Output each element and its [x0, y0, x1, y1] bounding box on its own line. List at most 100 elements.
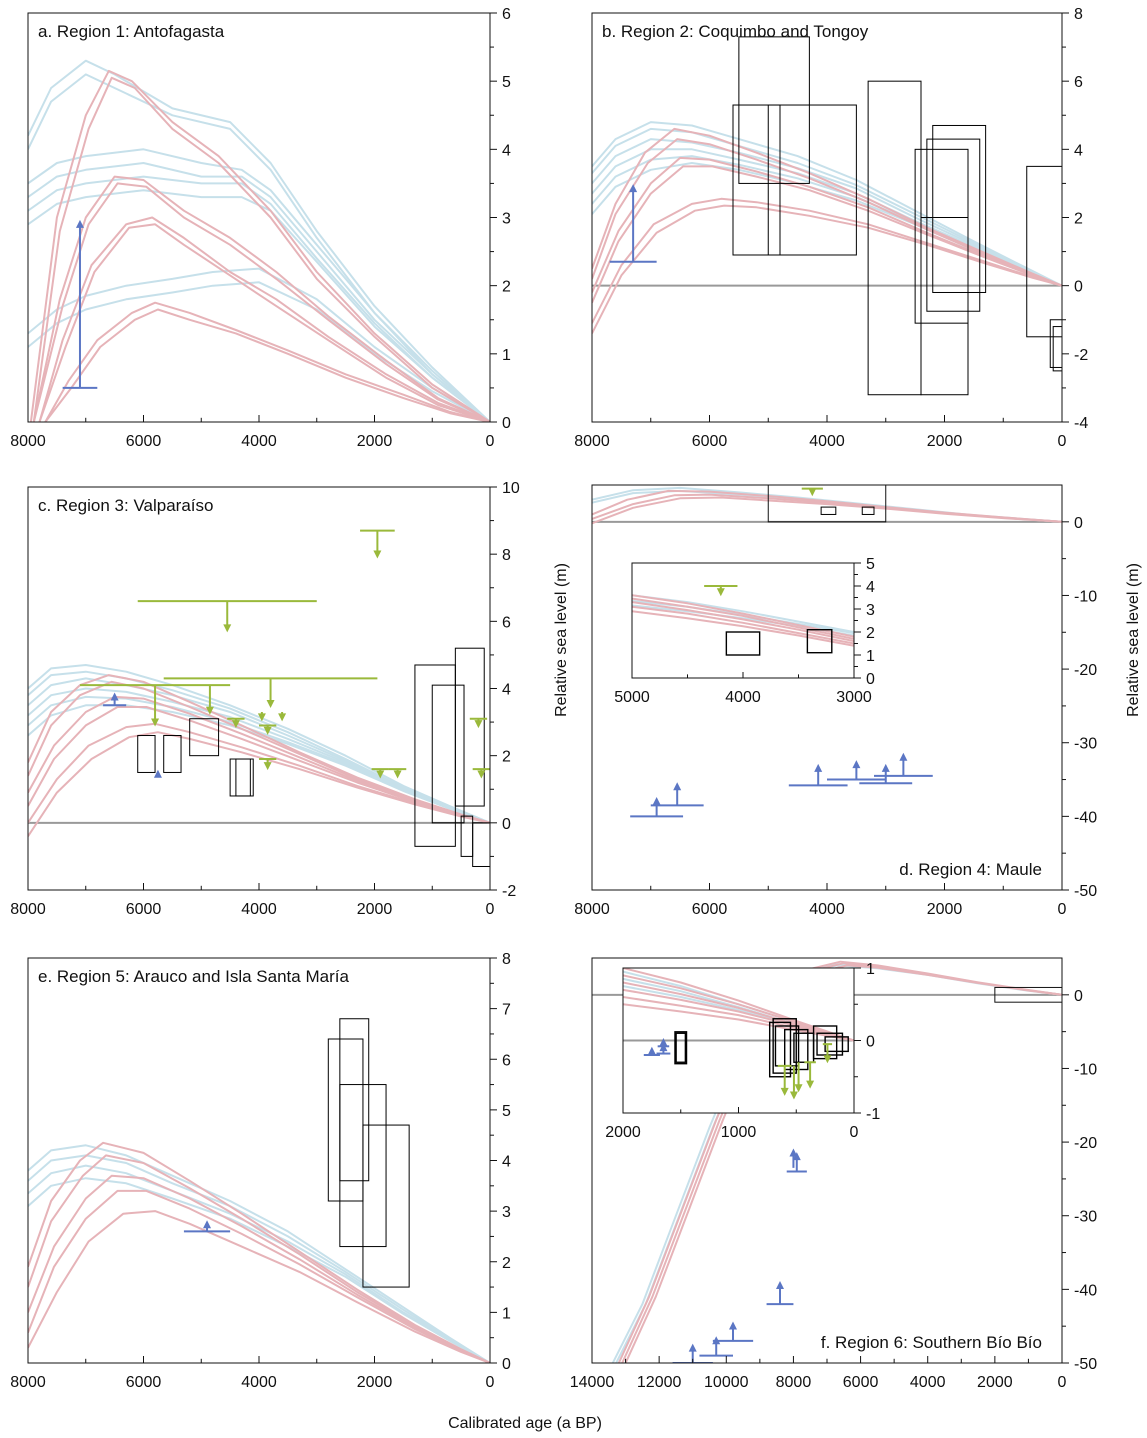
inset-model-curve-red	[632, 597, 854, 640]
y-tick-label: 1	[866, 961, 875, 978]
sea-level-index-box	[820, 506, 837, 515]
model-curve-red	[32, 76, 490, 422]
terrestrial-limiting-arrowhead	[823, 1055, 832, 1064]
panel-d: 8000 6000 4000 2000 0 -50 -40 -30 -20 -10 0 d. Regi…	[574, 484, 1097, 918]
model-curve-red	[592, 204, 1062, 334]
sea-level-index-box	[229, 758, 251, 797]
y-tick-label: 2	[1074, 211, 1083, 228]
marine-limiting-arrowhead	[75, 219, 84, 228]
x-tick-label: 4000	[910, 1374, 946, 1391]
x-tick-label: 0	[486, 901, 495, 918]
model-curve-red	[32, 182, 490, 422]
model-curve-red	[44, 301, 490, 422]
marine-limiting-arrowhead	[203, 1220, 212, 1229]
x-tick-label: 4000	[809, 901, 845, 918]
sea-level-index-box	[738, 36, 810, 184]
marine-limiting-arrowhead	[652, 796, 661, 805]
y-tick-label: 8	[502, 951, 511, 968]
x-tick-label: 6000	[843, 1374, 879, 1391]
terrestrial-limiting-arrowhead	[794, 1084, 803, 1093]
x-axis-label: Calibrated age (a BP)	[448, 1415, 602, 1432]
x-tick-label: 8000	[776, 1374, 812, 1391]
y-tick-label: 0	[502, 1356, 511, 1373]
model-curve-red	[28, 731, 490, 837]
terrestrial-limiting-arrowhead	[231, 720, 240, 729]
panel-title: b. Region 2: Coquimbo and Tongoy	[602, 22, 869, 41]
y-tick-label: 0	[866, 1034, 875, 1051]
panel-b: 8000 6000 4000 2000 0 -4 -2 0 2 4 6 8 b. Region 2: C…	[574, 6, 1088, 450]
sea-level-index-box	[163, 735, 182, 773]
y-tick-label: 0	[866, 671, 875, 688]
plot-frame	[591, 484, 1063, 891]
terrestrial-limiting-arrowhead	[780, 1087, 789, 1096]
model-curve-red	[28, 1154, 490, 1363]
y-tick-label: 3	[866, 602, 875, 619]
marine-limiting-arrowhead	[852, 760, 861, 769]
sea-level-index-box	[768, 1021, 792, 1078]
terrestrial-limiting-arrowhead	[376, 770, 385, 779]
x-tick-label: 6000	[126, 901, 162, 918]
x-tick-label: 2000	[927, 433, 963, 450]
y-tick-label: -2	[502, 883, 516, 900]
inset-model-curve-red	[623, 996, 854, 1042]
terrestrial-limiting-arrowhead	[263, 726, 272, 735]
panel-c: 8000 6000 4000 2000 0 -2 0 2 4 6 8 10 c. Region 3: V…	[10, 480, 520, 918]
inset-plot-area	[623, 968, 854, 1100]
x-tick-label: 6000	[126, 433, 162, 450]
y-tick-label: -20	[1074, 1135, 1097, 1152]
x-tick-label: 8000	[10, 901, 46, 918]
inset-model-curve-red	[623, 988, 854, 1042]
panel-title: f. Region 6: Southern Bío Bío	[821, 1333, 1042, 1352]
y-tick-label: 1	[866, 648, 875, 665]
y-tick-label: 2	[866, 625, 875, 642]
x-tick-label: 2000	[977, 1374, 1013, 1391]
marine-limiting-arrowhead	[647, 1046, 656, 1055]
panel-a: 8000 6000 4000 2000 00 1 2 3 4 5 6 a. Region 1: Ant…	[10, 6, 511, 450]
sea-level-index-box	[414, 664, 456, 847]
model-curve-blue	[28, 704, 490, 824]
sea-level-index-box	[235, 758, 254, 797]
x-tick-label: 0	[1058, 1374, 1067, 1391]
x-tick-label: 6000	[692, 901, 728, 918]
model-curve-red	[28, 1189, 490, 1363]
model-curve-red	[28, 1210, 490, 1363]
inset-model-curve-red	[632, 594, 854, 638]
sea-level-index-box	[725, 631, 761, 656]
y-tick-label: -30	[1074, 1209, 1097, 1226]
terrestrial-limiting-arrowhead	[266, 699, 275, 708]
y-tick-label: 4	[1074, 142, 1083, 159]
y-tick-label: -40	[1074, 1282, 1097, 1299]
y-axis-label-panel-d: Relative sea level (m)	[1125, 563, 1142, 717]
inset-model-curve-red	[623, 974, 854, 1042]
model-curve-blue	[592, 121, 1062, 287]
model-curve-blue	[28, 1177, 490, 1363]
y-tick-label: 5	[502, 74, 511, 91]
sea-level-index-box	[816, 1032, 844, 1056]
panel-f: 14000 12000 10000 8000 6000 4000 2000 0-50-40-3…	[570, 957, 1097, 1391]
terrestrial-limiting-arrowhead	[205, 706, 214, 715]
y-tick-label: 2	[502, 749, 511, 766]
model-curve-red	[38, 216, 490, 422]
plot-frame	[27, 957, 491, 1364]
plot-area-a	[28, 59, 490, 422]
sea-level-index-box	[767, 104, 857, 256]
model-curve-red	[592, 197, 1062, 324]
x-tick-label: 5000	[614, 689, 650, 706]
sea-level-index-box	[339, 1018, 370, 1182]
inset-background	[632, 563, 854, 678]
sea-level-index-box	[926, 138, 981, 312]
sea-level-index-box	[675, 1032, 687, 1063]
y-tick-label: -30	[1074, 736, 1097, 753]
sea-level-index-box	[1049, 319, 1062, 368]
marine-limiting-arrowhead	[899, 752, 908, 761]
marine-limiting-arrowhead	[729, 1321, 737, 1330]
y-tick-label: -20	[1074, 662, 1097, 679]
x-tick-label: 8000	[10, 1374, 46, 1391]
model-curve-blue	[28, 670, 490, 824]
inset-plot-area	[632, 585, 854, 656]
model-curve-red	[29, 69, 490, 422]
sea-level-index-box	[454, 647, 485, 807]
y-tick-label: 0	[502, 415, 511, 432]
